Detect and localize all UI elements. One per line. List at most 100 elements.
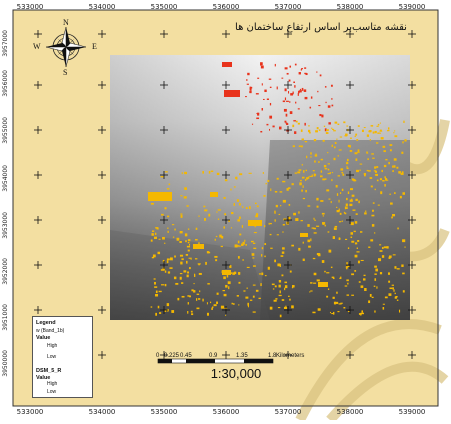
- building-footprint: [233, 303, 235, 305]
- building-footprint: [340, 168, 344, 171]
- building-footprint: [359, 169, 361, 171]
- building-footprint: [284, 120, 287, 123]
- building-footprint: [389, 144, 393, 146]
- building-footprint: [393, 132, 395, 134]
- building-footprint: [301, 145, 303, 148]
- building-footprint: [328, 198, 331, 200]
- building-footprint: [309, 175, 313, 177]
- building-footprint: [275, 298, 278, 300]
- grid-cross: [408, 81, 416, 89]
- building-footprint: [379, 250, 383, 252]
- building-footprint: [317, 308, 321, 311]
- building-footprint: [392, 214, 396, 217]
- building-footprint: [206, 251, 210, 254]
- building-footprint: [287, 187, 291, 189]
- building-footprint: [256, 205, 259, 208]
- building-footprint: [150, 239, 153, 242]
- building-footprint: [312, 311, 316, 314]
- building-footprint: [384, 296, 388, 299]
- building-footprint: [257, 112, 260, 116]
- legend-layer1-name: w (Band_1b): [36, 328, 65, 334]
- grid-cross: [346, 30, 354, 38]
- building-footprint: [295, 218, 299, 221]
- building-footprint: [394, 296, 397, 299]
- building-footprint: [234, 271, 237, 275]
- building-footprint: [225, 314, 227, 316]
- grid-cross: [160, 216, 168, 224]
- building-footprint: [382, 179, 385, 182]
- building-footprint: [162, 267, 165, 271]
- building-footprint: [234, 244, 238, 248]
- building-footprint: [209, 301, 212, 304]
- x-coord-top: 533000: [16, 3, 44, 11]
- building-footprint: [376, 125, 379, 127]
- building-footprint: [266, 123, 269, 126]
- building-footprint: [263, 194, 266, 197]
- dem-raster: [110, 55, 410, 320]
- building-footprint: [167, 227, 169, 229]
- grid-cross: [222, 126, 230, 134]
- building-footprint: [157, 305, 160, 309]
- building-footprint: [301, 68, 303, 70]
- building-footprint: [313, 139, 317, 142]
- building-footprint: [316, 197, 319, 201]
- building-footprint: [343, 211, 345, 214]
- building-footprint: [345, 163, 349, 165]
- building-footprint: [183, 270, 187, 273]
- building-footprint: [283, 108, 287, 112]
- building-footprint: [370, 125, 374, 127]
- building-footprint: [372, 131, 375, 134]
- building-footprint: [356, 247, 358, 249]
- building-footprint: [272, 125, 275, 128]
- building-footprint: [284, 67, 288, 70]
- building-footprint: [164, 283, 167, 287]
- building-footprint: [246, 266, 250, 268]
- building-footprint: [236, 199, 239, 202]
- building-footprint: [245, 96, 247, 98]
- building-footprint: [344, 285, 348, 287]
- building-footprint: [327, 231, 330, 233]
- building-footprint: [381, 255, 385, 258]
- building-footprint: [340, 302, 343, 304]
- building-footprint: [321, 212, 325, 215]
- building-footprint: [191, 289, 194, 292]
- building-footprint: [357, 240, 360, 242]
- grid-cross: [160, 171, 168, 179]
- building-footprint: [282, 100, 286, 103]
- building-footprint: [180, 215, 183, 218]
- building-footprint: [239, 233, 242, 236]
- building-footprint: [286, 188, 289, 191]
- building-footprint: [284, 287, 286, 291]
- building-footprint: [258, 273, 262, 275]
- building-footprint: [252, 242, 256, 244]
- building-footprint: [304, 122, 306, 126]
- building-footprint: [222, 270, 231, 275]
- building-footprint: [373, 285, 376, 287]
- building-footprint: [291, 183, 294, 186]
- building-footprint: [379, 272, 383, 275]
- building-footprint: [256, 117, 260, 120]
- grid-cross: [408, 306, 416, 314]
- building-footprint: [246, 83, 249, 85]
- building-footprint: [236, 295, 239, 297]
- building-footprint: [179, 276, 182, 280]
- building-footprint: [323, 164, 327, 168]
- building-footprint: [392, 170, 394, 172]
- building-footprint: [281, 77, 284, 79]
- building-footprint: [252, 265, 256, 267]
- building-footprint: [290, 93, 293, 96]
- building-footprint: [289, 101, 291, 103]
- building-footprint: [332, 311, 335, 315]
- building-footprint: [293, 120, 297, 122]
- grid-cross: [346, 126, 354, 134]
- building-footprint: [307, 205, 311, 207]
- building-footprint: [238, 272, 241, 275]
- building-footprint: [279, 126, 282, 130]
- building-footprint: [262, 172, 264, 174]
- building-footprint: [264, 255, 266, 258]
- grid-cross: [222, 306, 230, 314]
- building-footprint: [220, 305, 224, 309]
- building-footprint: [261, 83, 263, 86]
- building-footprint: [249, 90, 252, 94]
- building-footprint: [191, 313, 194, 316]
